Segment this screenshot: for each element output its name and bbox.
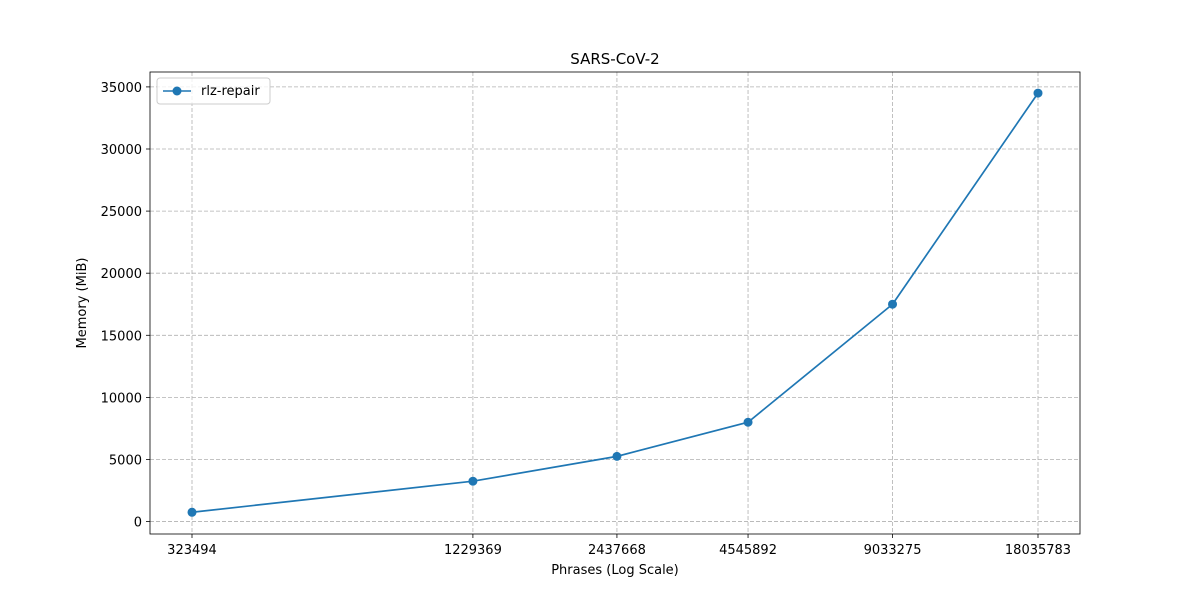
y-tick-label: 35000 xyxy=(101,81,142,96)
x-tick-label: 4545892 xyxy=(719,543,777,558)
data-point xyxy=(612,451,622,461)
grid-lines xyxy=(150,72,1080,534)
y-tick-label: 5000 xyxy=(109,453,142,468)
y-tick-label: 30000 xyxy=(101,143,142,158)
data-point xyxy=(888,299,898,309)
x-axis-label: Phrases (Log Scale) xyxy=(551,563,679,578)
x-tick-label: 2437668 xyxy=(588,543,646,558)
y-tick-label: 20000 xyxy=(101,267,142,282)
chart-title: SARS-CoV-2 xyxy=(570,50,659,68)
x-axis: 323494 1229369 2437668 4545892 9033275 180357… xyxy=(167,534,1071,558)
y-axis-label: Memory (MiB) xyxy=(75,258,90,349)
x-tick-label: 18035783 xyxy=(1005,543,1071,558)
y-axis: 0 5000 10000 15000 20000 25000 30000 35000 xyxy=(101,81,150,531)
data-point xyxy=(187,507,197,517)
legend-series-label: rlz-repair xyxy=(201,84,260,99)
plot-frame xyxy=(149,71,1081,535)
y-tick-label: 0 xyxy=(134,516,142,531)
legend-series-marker xyxy=(172,86,182,96)
series-line xyxy=(191,92,1039,514)
series-layer xyxy=(187,88,1043,517)
y-tick-label: 15000 xyxy=(101,329,142,344)
x-tick-label: 323494 xyxy=(167,543,217,558)
legend-box xyxy=(156,77,271,105)
x-tick-label: 1229369 xyxy=(444,543,502,558)
data-point xyxy=(1033,88,1043,98)
x-tick-label: 9033275 xyxy=(864,543,922,558)
data-point xyxy=(468,476,478,486)
y-tick-label: 10000 xyxy=(101,391,142,406)
legend: rlz-repair xyxy=(156,77,271,105)
data-point xyxy=(743,417,753,427)
y-tick-label: 25000 xyxy=(101,205,142,220)
